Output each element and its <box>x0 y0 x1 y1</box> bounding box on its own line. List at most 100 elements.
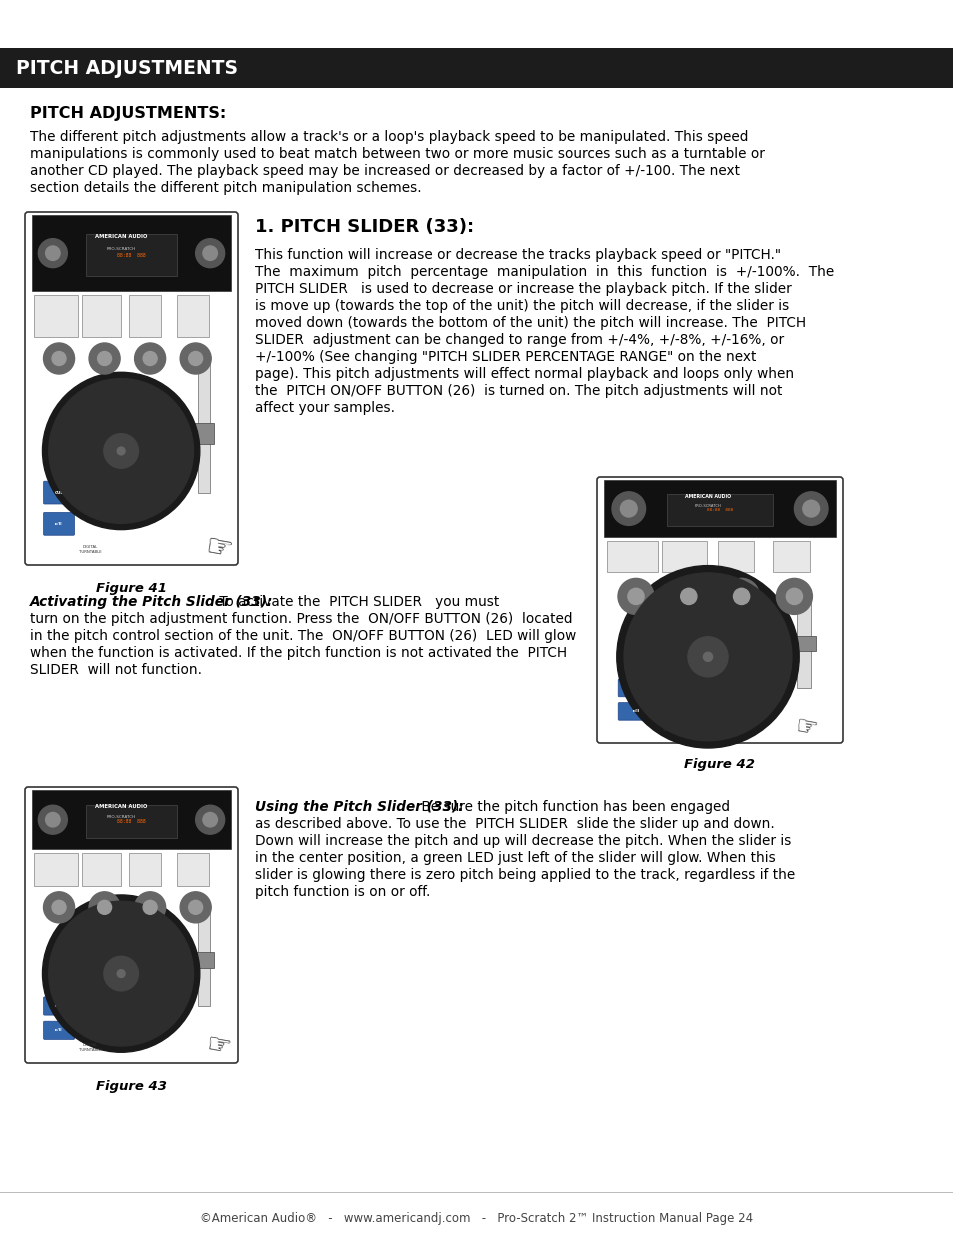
Circle shape <box>680 588 697 604</box>
Text: Figure 43: Figure 43 <box>96 1079 167 1093</box>
Text: Be sure the pitch function has been engaged: Be sure the pitch function has been enga… <box>416 800 729 814</box>
Circle shape <box>44 343 74 374</box>
Circle shape <box>104 433 138 468</box>
Circle shape <box>89 343 120 374</box>
Text: AMERICAN AUDIO: AMERICAN AUDIO <box>684 494 730 499</box>
Text: PRO-SCRATCH: PRO-SCRATCH <box>694 504 720 508</box>
Circle shape <box>618 578 654 614</box>
Bar <box>197 903 210 1007</box>
Circle shape <box>619 500 637 517</box>
Bar <box>177 295 209 337</box>
Text: as described above. To use the  PITCH SLIDER  slide the slider up and down.: as described above. To use the PITCH SLI… <box>254 818 774 831</box>
FancyBboxPatch shape <box>44 513 74 535</box>
Circle shape <box>52 352 66 366</box>
Text: section details the different pitch manipulation schemes.: section details the different pitch mani… <box>30 182 421 195</box>
Circle shape <box>89 892 120 923</box>
Text: turn on the pitch adjustment function. Press the  ON/OFF BUTTON (26)  located: turn on the pitch adjustment function. P… <box>30 613 572 626</box>
Circle shape <box>195 238 224 268</box>
Text: the  PITCH ON/OFF BUTTON (26)  is turned on. The pitch adjustments will not: the PITCH ON/OFF BUTTON (26) is turned o… <box>254 384 781 398</box>
Bar <box>606 541 658 572</box>
FancyBboxPatch shape <box>44 997 74 1015</box>
Circle shape <box>46 246 60 261</box>
FancyBboxPatch shape <box>618 703 653 720</box>
Text: Down will increase the pitch and up will decrease the pitch. When the slider is: Down will increase the pitch and up will… <box>254 834 791 848</box>
Circle shape <box>104 956 138 990</box>
Text: in the pitch control section of the unit. The  ON/OFF BUTTON (26)  LED will glow: in the pitch control section of the unit… <box>30 629 576 643</box>
Text: Activating the Pitch Slider (33):: Activating the Pitch Slider (33): <box>30 595 274 609</box>
Text: ©American Audio®   -   www.americandj.com   -   Pro-Scratch 2™ Instruction Manua: ©American Audio® - www.americandj.com - … <box>200 1212 753 1225</box>
Text: 88:88  888: 88:88 888 <box>117 253 146 258</box>
Bar <box>177 853 209 885</box>
Text: ►/II: ►/II <box>55 522 63 526</box>
Bar <box>34 853 78 885</box>
FancyBboxPatch shape <box>25 787 237 1063</box>
Text: PITCH ADJUSTMENTS: PITCH ADJUSTMENTS <box>16 58 237 78</box>
Bar <box>197 361 210 493</box>
Bar <box>661 541 706 572</box>
Text: Figure 41: Figure 41 <box>96 582 167 595</box>
Circle shape <box>189 352 202 366</box>
Bar <box>34 295 78 337</box>
Circle shape <box>117 447 125 454</box>
Text: SLIDER  will not function.: SLIDER will not function. <box>30 663 202 677</box>
Bar <box>717 541 754 572</box>
Bar <box>791 636 815 651</box>
Bar <box>603 480 835 537</box>
Bar <box>796 589 810 688</box>
Bar <box>82 295 120 337</box>
Text: PITCH ADJUSTMENTS:: PITCH ADJUSTMENTS: <box>30 106 226 121</box>
Circle shape <box>43 372 199 530</box>
Circle shape <box>794 492 827 525</box>
Text: CUE: CUE <box>631 685 639 690</box>
Circle shape <box>617 566 799 748</box>
Circle shape <box>38 805 68 834</box>
Bar <box>86 805 177 837</box>
Bar <box>130 295 161 337</box>
Text: ☞: ☞ <box>203 532 234 566</box>
Circle shape <box>203 246 217 261</box>
FancyBboxPatch shape <box>44 1021 74 1040</box>
Circle shape <box>687 637 727 677</box>
Text: 88:88  888: 88:88 888 <box>117 819 146 824</box>
Text: PITCH SLIDER   is used to decrease or increase the playback pitch. If the slider: PITCH SLIDER is used to decrease or incr… <box>254 282 791 296</box>
Text: pitch function is on or off.: pitch function is on or off. <box>254 885 430 899</box>
Bar <box>32 790 231 850</box>
Circle shape <box>776 578 812 614</box>
Circle shape <box>49 379 193 524</box>
Text: Using the Pitch Slider (33):: Using the Pitch Slider (33): <box>254 800 463 814</box>
Text: moved down (towards the bottom of the unit) the pitch will increase. The  PITCH: moved down (towards the bottom of the un… <box>254 316 805 330</box>
Text: ►/II: ►/II <box>632 709 639 714</box>
Circle shape <box>627 588 643 604</box>
Circle shape <box>143 900 157 914</box>
Circle shape <box>195 805 224 834</box>
Bar <box>193 952 214 968</box>
Circle shape <box>785 588 801 604</box>
Text: in the center position, a green LED just left of the slider will glow. When this: in the center position, a green LED just… <box>254 851 775 864</box>
Circle shape <box>46 813 60 827</box>
Text: To activate the  PITCH SLIDER   you must: To activate the PITCH SLIDER you must <box>214 595 498 609</box>
Text: The different pitch adjustments allow a track's or a loop's playback speed to be: The different pitch adjustments allow a … <box>30 130 747 144</box>
Circle shape <box>189 900 202 914</box>
Text: +/-100% (See changing "PITCH SLIDER PERCENTAGE RANGE" on the next: +/-100% (See changing "PITCH SLIDER PERC… <box>254 350 756 364</box>
Circle shape <box>52 900 66 914</box>
Circle shape <box>733 588 749 604</box>
Text: page). This pitch adjustments will effect normal playback and loops only when: page). This pitch adjustments will effec… <box>254 367 793 382</box>
Text: DIGITAL
TURNTABLE: DIGITAL TURNTABLE <box>79 1044 101 1052</box>
Text: ►/II: ►/II <box>55 1029 63 1032</box>
Circle shape <box>722 578 759 614</box>
Circle shape <box>38 238 68 268</box>
Text: 1. PITCH SLIDER (33):: 1. PITCH SLIDER (33): <box>254 219 474 236</box>
Text: DIGITAL
TURNTABLE: DIGITAL TURNTABLE <box>79 546 101 555</box>
Text: AMERICAN AUDIO: AMERICAN AUDIO <box>95 804 147 809</box>
Text: manipulations is commonly used to beat match between two or more music sources s: manipulations is commonly used to beat m… <box>30 147 764 161</box>
Bar <box>772 541 809 572</box>
Bar <box>86 235 177 277</box>
Circle shape <box>134 892 166 923</box>
FancyBboxPatch shape <box>597 477 842 743</box>
Text: ☞: ☞ <box>204 1030 233 1062</box>
Circle shape <box>180 343 211 374</box>
Bar <box>0 48 953 88</box>
Text: CUE: CUE <box>54 490 64 494</box>
Text: affect your samples.: affect your samples. <box>254 401 395 415</box>
Circle shape <box>134 343 166 374</box>
